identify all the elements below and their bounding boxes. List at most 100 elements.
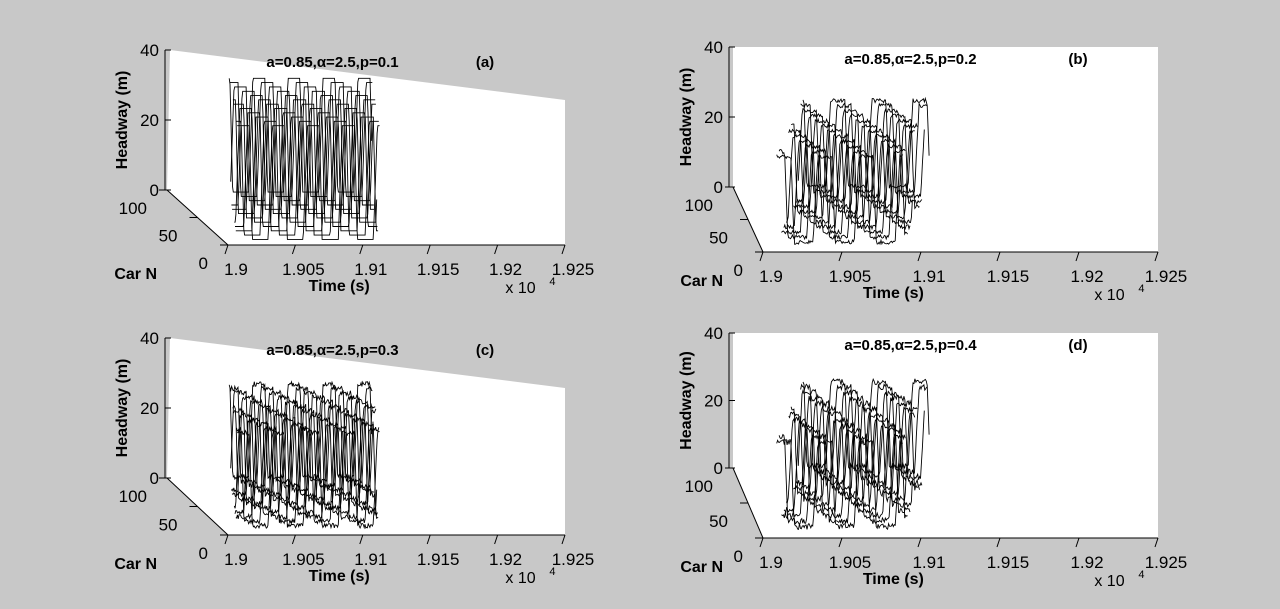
- y-tick-label: 0: [199, 544, 208, 563]
- headway-series-line: [776, 437, 903, 531]
- y-axis-label: Car N: [114, 556, 157, 573]
- x-tick-label: 1.91: [354, 550, 387, 569]
- x-tick: [759, 251, 764, 262]
- z-tick-label: 0: [150, 469, 159, 488]
- x-multiplier-exponent: 4: [1138, 283, 1144, 295]
- y-tick-label: 50: [159, 227, 178, 246]
- y-tick-label: 50: [159, 516, 178, 535]
- chart-title: a=0.85,α=2.5,p=0.1: [266, 54, 398, 71]
- x-tick: [359, 534, 364, 545]
- x-tick: [1075, 537, 1080, 548]
- x-tick: [561, 244, 566, 255]
- y-axis-label: Car N: [114, 266, 157, 283]
- z-tick-label: 40: [140, 329, 159, 348]
- y-tick-label: 100: [685, 196, 713, 215]
- headway-series-line: [231, 398, 375, 499]
- x-axis-label: Time (s): [309, 278, 370, 295]
- headway-series-line: [233, 407, 377, 508]
- x-tick-label: 1.9: [759, 267, 783, 286]
- x-tick-label: 1.92: [489, 260, 522, 279]
- x-tick: [291, 534, 296, 545]
- x-tick: [1154, 537, 1159, 548]
- x-tick-label: 1.9: [224, 550, 248, 569]
- z-tick-label: 20: [140, 111, 159, 130]
- z-axis-label: Headway (m): [114, 71, 131, 170]
- y-tick-label: 50: [709, 512, 728, 531]
- x-multiplier-label: x 10: [505, 280, 535, 297]
- panel-label: (b): [1068, 51, 1087, 68]
- y-tick-label: 0: [734, 261, 743, 280]
- x-multiplier-label: x 10: [1094, 287, 1124, 304]
- panel-label: (a): [476, 54, 494, 71]
- headway-series-line: [778, 148, 906, 241]
- x-tick-label: 1.92: [1070, 267, 1103, 286]
- x-tick: [224, 244, 229, 255]
- x-tick-label: 1.91: [912, 553, 945, 572]
- headway-series-line: [790, 404, 918, 499]
- chart-panel: 1.9 1.905 1.91 1.915 1.92 1.92505010002040Hea…: [114, 329, 594, 587]
- x-multiplier-label: x 10: [505, 570, 535, 587]
- plot-area: [733, 47, 1158, 252]
- z-tick-label: 40: [140, 41, 159, 60]
- x-tick: [494, 534, 499, 545]
- x-multiplier-label: x 10: [1094, 573, 1124, 590]
- z-tick-label: 0: [150, 181, 159, 200]
- headway-series-line: [229, 384, 373, 485]
- y-axis-label: Car N: [680, 273, 723, 290]
- x-axis-label: Time (s): [309, 568, 370, 585]
- chart-panel: 1.9 1.905 1.91 1.915 1.92 1.92505010002040Hea…: [678, 38, 1187, 304]
- z-tick-label: 20: [140, 399, 159, 418]
- panel-label: (c): [476, 342, 494, 359]
- headway-series-line: [778, 433, 906, 525]
- x-tick-label: 1.905: [282, 260, 325, 279]
- headway-series-line: [234, 416, 378, 517]
- headway-series-line: [228, 380, 373, 481]
- x-tick: [838, 251, 843, 262]
- headway-series-line: [236, 424, 380, 526]
- x-tick-label: 1.92: [1070, 553, 1103, 572]
- x-tick: [838, 537, 843, 548]
- z-axis-label: Headway (m): [678, 351, 695, 450]
- x-multiplier-exponent: 4: [1138, 569, 1144, 581]
- x-tick: [1154, 251, 1159, 262]
- headway-series-line: [788, 128, 915, 220]
- headway-series-line: [802, 377, 930, 471]
- panel-label: (d): [1068, 337, 1087, 354]
- headway-series-line: [785, 132, 913, 226]
- x-tick-label: 1.915: [987, 553, 1030, 572]
- z-tick-label: 20: [704, 108, 723, 127]
- headway-series-line: [230, 82, 373, 197]
- x-tick: [359, 244, 364, 255]
- x-tick: [759, 537, 764, 548]
- z-tick-label: 40: [704, 38, 723, 57]
- headway-series-line: [788, 410, 916, 504]
- z-tick-label: 20: [704, 392, 723, 411]
- chart-panel: 1.9 1.905 1.91 1.915 1.92 1.92505010002040Hea…: [114, 41, 594, 297]
- chart-title: a=0.85,α=2.5,p=0.3: [266, 342, 398, 359]
- x-tick-label: 1.9: [759, 553, 783, 572]
- x-tick: [426, 534, 431, 545]
- chart-panel: 1.9 1.905 1.91 1.915 1.92 1.92505010002040Hea…: [678, 324, 1187, 590]
- x-tick: [426, 244, 431, 255]
- x-tick-label: 1.915: [417, 260, 460, 279]
- y-axis-label: Car N: [680, 559, 723, 576]
- x-tick-label: 1.925: [552, 550, 595, 569]
- x-tick-label: 1.915: [987, 267, 1030, 286]
- x-tick: [996, 251, 1001, 262]
- x-tick: [917, 251, 922, 262]
- x-tick-label: 1.91: [354, 260, 387, 279]
- x-tick-label: 1.905: [829, 553, 872, 572]
- headway-series-line: [802, 96, 930, 190]
- z-axis-label: Headway (m): [678, 68, 695, 167]
- headway-series-line: [228, 77, 373, 193]
- x-tick: [1075, 251, 1080, 262]
- headway-series-line: [233, 103, 376, 219]
- x-tick-label: 1.9: [224, 260, 248, 279]
- headway-series-line: [231, 393, 375, 494]
- x-tick-label: 1.905: [282, 550, 325, 569]
- x-tick: [561, 534, 566, 545]
- headway-series-line: [233, 411, 378, 512]
- y-tick-label: 50: [709, 229, 728, 248]
- x-multiplier-exponent: 4: [549, 276, 555, 288]
- x-axis-label: Time (s): [863, 285, 924, 302]
